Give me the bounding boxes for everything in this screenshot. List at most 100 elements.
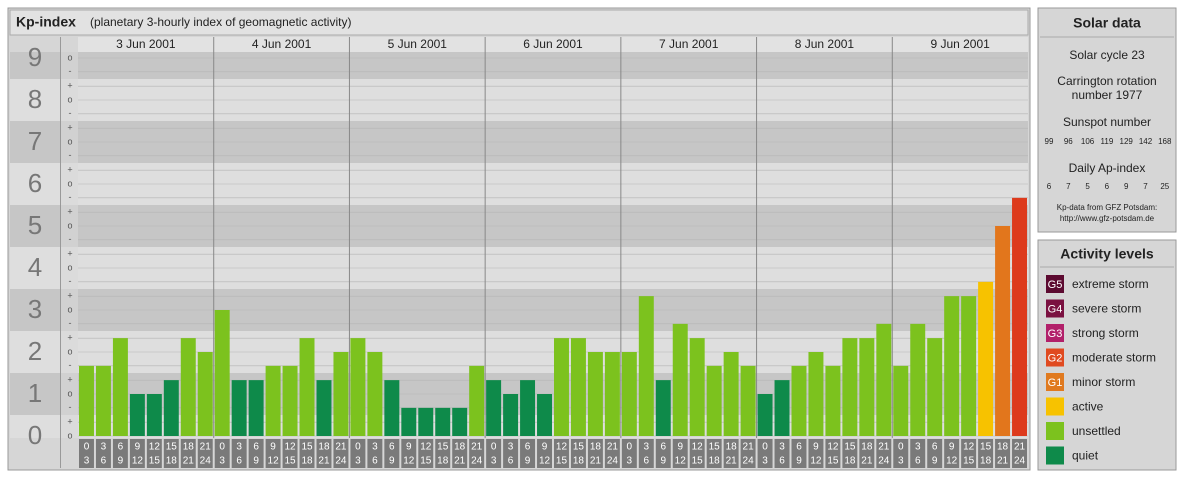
x-tick-label: 6 [779, 456, 785, 467]
x-tick-label: 6 [644, 456, 650, 467]
x-tick-label: 15 [709, 442, 721, 453]
x-tick-label: 9 [949, 442, 955, 453]
minor-tick-label: o [67, 220, 72, 230]
x-tick-label: 0 [491, 442, 497, 453]
x-tick-label: 9 [542, 442, 548, 453]
bar [384, 380, 400, 436]
legend-swatch [1046, 275, 1064, 293]
x-tick-label: 15 [963, 456, 975, 467]
ap-value: 25 [1160, 182, 1169, 191]
x-tick-label: 24 [878, 456, 890, 467]
carrington: number 1977 [1072, 88, 1143, 102]
x-tick-label: 6 [932, 442, 938, 453]
minor-tick-label: + [67, 249, 72, 259]
x-tick-label: 3 [101, 442, 107, 453]
bar [723, 352, 739, 436]
minor-tick-label: + [67, 375, 72, 385]
hour-box [503, 439, 519, 468]
y-tick-label: 0 [28, 420, 42, 450]
bar [316, 380, 332, 436]
x-tick-label: 15 [556, 456, 568, 467]
day-label: 7 Jun 2001 [659, 37, 719, 51]
x-tick-label: 15 [827, 456, 839, 467]
x-tick-label: 3 [898, 456, 904, 467]
x-tick-label: 6 [389, 442, 395, 453]
x-tick-label: 12 [403, 456, 415, 467]
bar [282, 365, 298, 436]
hour-box [333, 439, 349, 468]
bar [689, 338, 705, 436]
hour-box [621, 439, 637, 468]
x-tick-label: 18 [980, 456, 992, 467]
x-tick-label: 18 [590, 442, 602, 453]
hour-box [214, 439, 230, 468]
x-tick-label: 15 [844, 442, 856, 453]
x-tick-label: 12 [692, 442, 704, 453]
bar [757, 394, 773, 436]
x-tick-label: 15 [437, 442, 449, 453]
x-tick-label: 12 [556, 442, 568, 453]
hour-box [282, 439, 298, 468]
x-tick-label: 18 [573, 456, 585, 467]
ap-value: 7 [1066, 182, 1071, 191]
x-tick-label: 6 [372, 456, 378, 467]
y-tick-label: 7 [28, 126, 42, 156]
x-tick-label: 9 [932, 456, 938, 467]
legend-label: extreme storm [1072, 277, 1149, 291]
panel-title: Activity levels [1060, 246, 1154, 262]
x-tick-label: 18 [709, 456, 721, 467]
bar [1012, 197, 1027, 436]
x-tick-label: 0 [762, 442, 768, 453]
x-tick-label: 24 [335, 456, 347, 467]
x-tick-label: 21 [183, 456, 195, 467]
day-label: 8 Jun 2001 [795, 37, 855, 51]
solar-panel [1037, 7, 1177, 233]
x-tick-label: 3 [84, 456, 90, 467]
legend-swatch [1046, 446, 1064, 465]
legend-swatch [1046, 348, 1064, 367]
minor-tick-label: - [69, 318, 72, 328]
x-tick-label: 3 [508, 442, 514, 453]
bar [469, 365, 485, 436]
minor-tick-label: - [69, 192, 72, 202]
minor-tick-label: o [67, 304, 72, 314]
hour-box [995, 439, 1011, 468]
ap-value: 6 [1105, 182, 1110, 191]
minor-tick-label: + [67, 333, 72, 343]
x-tick-label: 18 [997, 442, 1009, 453]
bar [452, 407, 468, 436]
hour-box [723, 439, 739, 468]
x-tick-label: 0 [219, 442, 225, 453]
bar [112, 338, 128, 436]
minor-tick-label: - [69, 276, 72, 286]
hour-box [893, 439, 909, 468]
x-tick-label: 6 [253, 442, 259, 453]
minor-tick-label: o [67, 430, 72, 440]
x-tick-label: 6 [915, 456, 921, 467]
hour-box [486, 439, 502, 468]
header-row [78, 37, 1028, 52]
hour-box [791, 439, 807, 468]
x-tick-label: 9 [135, 442, 141, 453]
hour-box [537, 439, 552, 468]
bar [570, 338, 586, 436]
x-tick-label: 3 [779, 442, 785, 453]
hour-box [265, 439, 281, 468]
hour-box [740, 439, 756, 468]
bar [299, 338, 315, 436]
hour-box [435, 439, 451, 468]
legend-swatch [1046, 373, 1064, 391]
minor-tick-label: - [69, 66, 72, 76]
minor-tick-label: + [67, 291, 72, 301]
x-tick-label: 3 [762, 456, 768, 467]
hour-box [638, 439, 654, 468]
sunspot-value: 119 [1101, 137, 1114, 146]
bar [706, 365, 722, 436]
legend-swatch [1046, 422, 1064, 440]
x-tick-label: 21 [997, 456, 1009, 467]
bar [350, 338, 366, 436]
x-tick-label: 6 [796, 442, 802, 453]
hour-box [706, 439, 722, 468]
bar [893, 365, 909, 436]
bar [180, 338, 196, 436]
